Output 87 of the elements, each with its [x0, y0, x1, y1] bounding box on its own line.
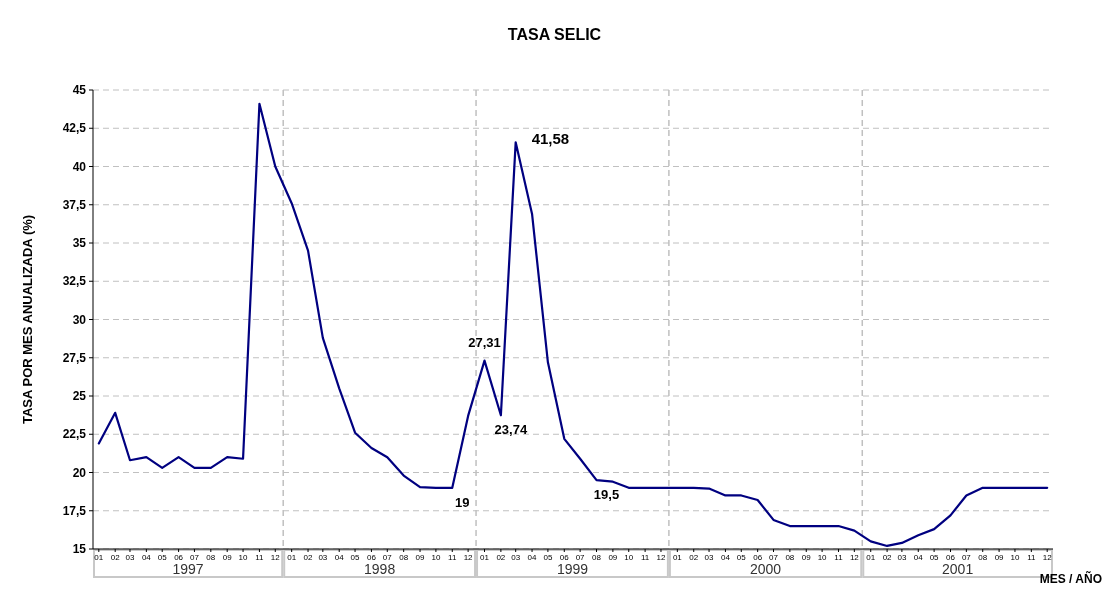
x-tick-label: 02	[496, 553, 506, 562]
chart-title: TASA SELIC	[507, 26, 602, 43]
x-tick-label: 11	[834, 553, 844, 562]
x-tick-label: 09	[222, 553, 233, 562]
x-tick-label: 12	[463, 553, 474, 562]
x-tick-label: 12	[656, 553, 666, 562]
x-tick-label: 05	[350, 553, 361, 562]
line-series	[97, 102, 1049, 548]
x-tick-label: 05	[929, 553, 940, 562]
annotation: 19,5	[593, 487, 620, 503]
x-tick-label: 06	[753, 553, 763, 562]
x-tick-label: 10	[238, 553, 249, 562]
x-tick-label: 08	[785, 553, 795, 562]
x-tick-label: 04	[334, 553, 345, 562]
x-tick-label: 11	[1027, 553, 1037, 562]
y-tick-label: 32,5	[62, 274, 87, 289]
annotation: 27,31	[468, 334, 501, 350]
y-tick-label: 35	[72, 236, 87, 251]
x-tick-label: 12	[270, 553, 281, 562]
x-tick-label: 02	[303, 553, 314, 562]
text: 2000	[750, 561, 782, 577]
text: 1998	[364, 561, 396, 577]
y-tick-label: 25	[72, 389, 87, 404]
y-tick-label: 27,5	[62, 350, 87, 365]
x-tick-label: 04	[720, 553, 731, 562]
x-tick-label: 09	[994, 553, 1005, 562]
annotation: 23,74	[494, 422, 528, 438]
x-tick-label: 08	[978, 553, 988, 562]
x-tick-label: 10	[431, 553, 441, 562]
x-tick-label: 11	[640, 553, 650, 562]
x-tick-label: 02	[689, 553, 699, 562]
x-tick-label: 01	[866, 553, 876, 562]
x-tick-label: 06	[366, 553, 377, 562]
x-tick-label: 03	[318, 553, 328, 562]
annotation: 19	[455, 494, 470, 510]
x-tick-label: 03	[897, 553, 907, 562]
x-tick-label: 10	[624, 553, 634, 562]
x-tick-label: 06	[174, 553, 184, 562]
x-tick-label: 07	[961, 553, 972, 562]
x-tick-label: 07	[769, 553, 779, 562]
y-tick-label: 22,5	[62, 427, 87, 442]
x-tick-label: 06	[946, 553, 956, 562]
x-tick-label: 07	[575, 553, 586, 562]
x-tick-label: 02	[882, 553, 893, 562]
x-tick-label: 12	[1042, 553, 1053, 562]
x-tick-label: 08	[206, 553, 216, 562]
x-tick-label: 05	[736, 553, 747, 562]
x-tick-label: 08	[399, 553, 409, 562]
x-tick-label: 01	[94, 553, 104, 562]
x-tick-label: 04	[913, 553, 924, 562]
y-tick-label: 17,5	[62, 503, 87, 518]
x-tick-label: 09	[801, 553, 812, 562]
x-tick-label: 11	[448, 553, 457, 562]
y-tick-label: 30	[72, 312, 87, 327]
y-tick-label: 20	[72, 465, 87, 480]
x-tick-label: 04	[141, 553, 152, 562]
x-tick-label: 03	[704, 553, 715, 562]
x-tick-label: 01	[287, 553, 297, 562]
x-tick-label: 07	[189, 553, 200, 562]
y-tick-label: 37,5	[62, 197, 87, 212]
x-tick-label: 09	[608, 553, 618, 562]
x-tick-label: 05	[543, 553, 553, 562]
x-tick-label: 06	[559, 553, 570, 562]
x-tick-label: 03	[125, 553, 135, 562]
x-tick-label: 01	[672, 553, 683, 562]
x-tick-label: 05	[157, 553, 168, 562]
annotation: 41,58	[531, 130, 570, 148]
x-tick-label: 04	[527, 553, 538, 562]
x-tick-label: 01	[480, 553, 490, 562]
x-tick-label: 08	[592, 553, 602, 562]
text: 1999	[556, 561, 589, 577]
text: 2001	[942, 561, 974, 577]
x-tick-label: 09	[415, 553, 426, 562]
x-tick-label: 10	[1010, 553, 1020, 562]
y-axis-title: TASA POR MES ANUALIZADA (%)	[20, 214, 35, 425]
x-axis-title: MES / AÑO	[1039, 571, 1102, 586]
y-tick-label: 40	[72, 159, 87, 174]
y-tick-label: 15	[72, 542, 87, 557]
text: 1997	[172, 561, 204, 577]
x-tick-label: 02	[110, 553, 121, 562]
x-tick-label: 11	[255, 553, 265, 562]
x-tick-label: 07	[382, 553, 393, 562]
y-tick-label: 45	[72, 83, 87, 98]
x-tick-label: 03	[511, 553, 521, 562]
y-tick-label: 42,5	[62, 121, 87, 136]
x-tick-label: 10	[817, 553, 828, 562]
x-tick-label: 12	[849, 553, 860, 562]
